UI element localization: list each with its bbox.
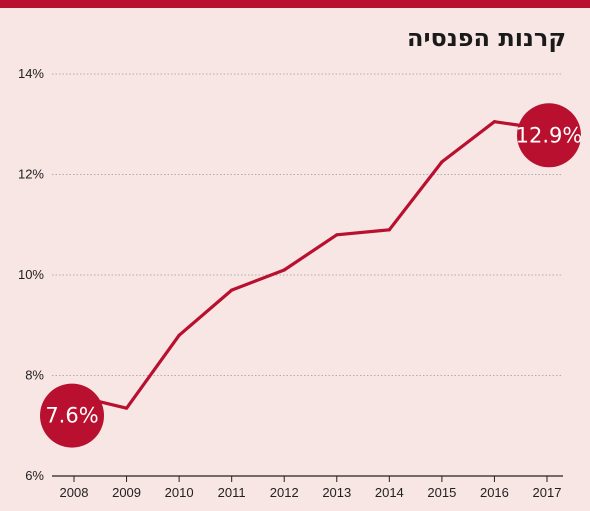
data-point: [492, 120, 497, 124]
y-tick-label: 6%: [25, 468, 44, 483]
data-point: [282, 268, 286, 272]
data-point: [335, 233, 339, 237]
data-point: [124, 406, 129, 410]
series-line: [72, 120, 549, 410]
x-tick-label: 2010: [165, 485, 194, 500]
data-point: [440, 160, 444, 164]
x-tick-label: 2015: [427, 485, 456, 500]
x-tick-label: 2013: [322, 485, 351, 500]
callout-bubble: [517, 103, 581, 168]
y-tick-label: 12%: [18, 167, 44, 182]
callout-label: 12.9%: [516, 123, 583, 147]
data-point: [230, 288, 234, 292]
chart-title: קרנות הפנסיה: [407, 24, 566, 52]
x-tick-label: 2014: [375, 485, 404, 500]
top-accent-bar: [0, 0, 590, 8]
callout-label: 7.6%: [45, 404, 98, 428]
x-tick-label: 2011: [218, 485, 246, 500]
data-point: [177, 333, 181, 337]
callout-bubble: [40, 383, 104, 448]
y-tick-label: 8%: [25, 368, 44, 383]
y-tick-label: 14%: [18, 66, 44, 81]
data-point: [387, 228, 391, 232]
y-tick-label: 10%: [18, 267, 44, 282]
x-tick-label: 2012: [270, 485, 299, 500]
x-tick-label: 2017: [533, 485, 562, 500]
x-tick-label: 2009: [112, 485, 141, 500]
x-tick-label: 2008: [60, 485, 89, 500]
x-tick-label: 2016: [480, 485, 509, 500]
